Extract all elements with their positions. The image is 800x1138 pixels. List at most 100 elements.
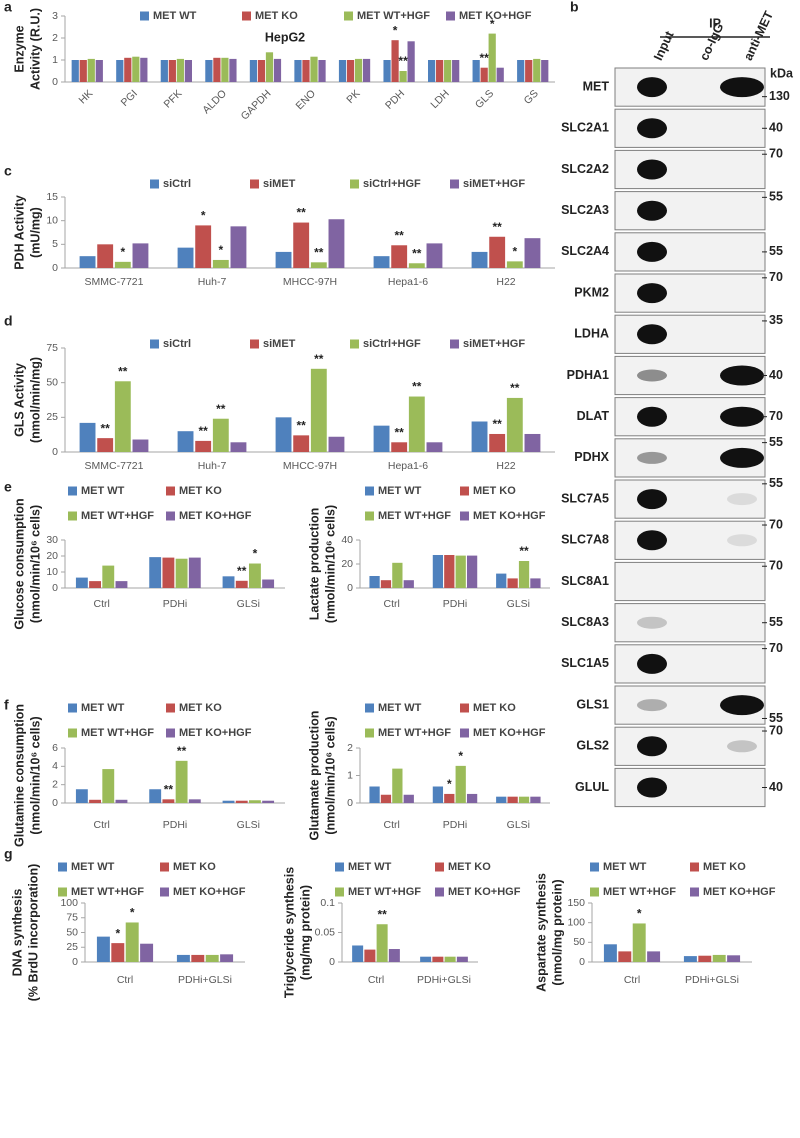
- legend-swatch: [365, 511, 374, 521]
- panel-label: a: [4, 0, 12, 15]
- bar: [407, 41, 415, 82]
- x-tick-label: H22: [496, 460, 515, 472]
- legend-label: MET WT+HGF: [81, 510, 154, 522]
- legend-swatch: [590, 862, 599, 872]
- bar: [97, 244, 114, 268]
- panel-label: f: [4, 697, 9, 713]
- bar: [195, 225, 212, 268]
- legend-label: MET WT+HGF: [71, 886, 144, 898]
- bar: [507, 578, 518, 588]
- blot-row-label: SLC8A1: [561, 574, 609, 588]
- bar: [392, 562, 403, 588]
- significance-mark: **: [314, 352, 324, 366]
- bar: [489, 236, 506, 268]
- bar: [184, 60, 192, 82]
- bar: [229, 58, 237, 82]
- bar: [115, 799, 128, 803]
- legend-swatch: [150, 339, 159, 349]
- bar: [89, 581, 102, 588]
- bar: [212, 418, 229, 452]
- bar: [403, 580, 414, 588]
- bar: [149, 789, 162, 803]
- bar: [116, 60, 124, 82]
- bar: [248, 563, 261, 588]
- blot-band: [637, 369, 667, 382]
- y-tick-label: 5: [52, 238, 58, 250]
- bar: [177, 431, 194, 452]
- kda-marker: 130: [769, 89, 790, 103]
- bar: [518, 796, 530, 803]
- legend-label: siCtrl: [163, 178, 191, 190]
- x-tick-label: Huh-7: [198, 276, 227, 288]
- y-tick-label: 2: [52, 32, 58, 44]
- legend-swatch: [250, 339, 259, 349]
- legend-swatch: [335, 862, 344, 872]
- blot-row-label: GLS1: [576, 697, 609, 711]
- blot-strip: [614, 355, 766, 396]
- kda-marker: 55: [769, 615, 783, 629]
- y-tick-label: 10: [46, 214, 58, 226]
- blot-row-label: SLC8A3: [561, 615, 609, 629]
- y-axis-label: Lactate production: [307, 508, 321, 621]
- blot-band: [637, 736, 667, 757]
- bar: [391, 442, 408, 452]
- x-tick-label: PDHi: [443, 819, 468, 831]
- bar: [524, 433, 541, 452]
- bar: [230, 442, 247, 452]
- x-tick-label: MHCC-97H: [283, 460, 337, 472]
- legend-swatch: [160, 887, 169, 897]
- bar: [392, 768, 403, 803]
- y-tick-label: 0: [347, 582, 353, 594]
- y-tick-label: 0.05: [315, 926, 336, 938]
- blot-band: [637, 118, 667, 139]
- bar: [727, 955, 741, 962]
- significance-mark: **: [177, 744, 187, 758]
- bar: [273, 58, 282, 82]
- y-tick-label: 2: [347, 742, 353, 754]
- legend-swatch: [460, 486, 469, 496]
- bar: [388, 949, 400, 962]
- y-axis-label: (nmol/min/10⁶ cells): [323, 505, 337, 623]
- legend-swatch: [166, 511, 175, 521]
- legend-label: MET WT: [81, 702, 125, 714]
- legend-swatch: [690, 862, 699, 872]
- bar: [111, 943, 125, 962]
- bar: [496, 67, 504, 82]
- legend-swatch: [68, 486, 77, 496]
- significance-mark: *: [130, 906, 135, 920]
- bar: [432, 956, 444, 962]
- kda-marker: 70: [769, 723, 783, 737]
- x-tick-label: GS: [522, 88, 541, 107]
- significance-mark: **: [314, 245, 324, 259]
- y-tick-label: 30: [46, 534, 58, 546]
- significance-mark: *: [447, 777, 452, 791]
- significance-mark: **: [199, 424, 209, 438]
- y-tick-label: 2: [52, 778, 58, 790]
- bar: [177, 247, 194, 268]
- legend-label: siCtrl+HGF: [363, 338, 421, 350]
- y-tick-label: 0: [52, 582, 58, 594]
- panel-label: b: [570, 0, 579, 15]
- x-tick-label: GLSi: [237, 598, 260, 610]
- y-axis-label: (nmol/mg protein): [550, 879, 564, 985]
- blot-row-label: SLC2A4: [561, 244, 609, 258]
- y-axis-label: Activity (R.U.): [28, 8, 42, 90]
- legend-label: MET WT: [153, 10, 197, 22]
- significance-mark: **: [297, 419, 307, 433]
- x-tick-label: Hepa1-6: [388, 460, 428, 472]
- significance-mark: **: [412, 246, 422, 260]
- y-axis-label: Glutamate production: [307, 711, 321, 841]
- significance-mark: **: [519, 544, 529, 558]
- unit-label: kDa: [770, 66, 794, 80]
- bar: [466, 793, 478, 803]
- x-tick-label: Huh-7: [198, 460, 227, 472]
- bar: [235, 580, 248, 588]
- legend-swatch: [344, 11, 353, 21]
- bar: [518, 561, 530, 588]
- y-tick-label: 1: [52, 54, 58, 66]
- bar: [132, 56, 140, 82]
- blot-row-label: SLC2A1: [561, 121, 609, 135]
- x-tick-label: Ctrl: [93, 819, 109, 831]
- bar: [205, 954, 219, 962]
- y-tick-label: 0: [52, 262, 58, 274]
